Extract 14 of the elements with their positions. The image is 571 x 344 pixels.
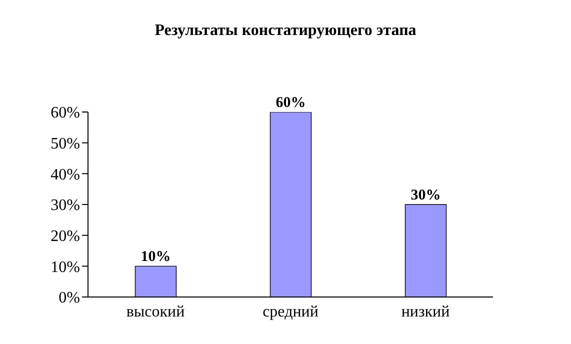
data-label: 30% (410, 188, 441, 204)
x-tick-label: высокий (126, 303, 186, 320)
x-tick-label: средний (262, 303, 319, 320)
y-tick-label: 10% (50, 258, 80, 276)
y-tick-label: 0% (58, 290, 80, 307)
y-tick-label: 60% (50, 104, 80, 122)
y-tick-label: 20% (50, 228, 80, 246)
data-label: 10% (140, 249, 171, 266)
y-tick-label: 50% (50, 136, 80, 153)
y-tick-label: 30% (50, 197, 80, 214)
y-tick-label: 40% (50, 166, 80, 184)
x-tick-label: низкий (401, 303, 450, 320)
chart-title: Результаты констатирующего этапа (154, 21, 418, 41)
data-label: 60% (276, 95, 306, 111)
